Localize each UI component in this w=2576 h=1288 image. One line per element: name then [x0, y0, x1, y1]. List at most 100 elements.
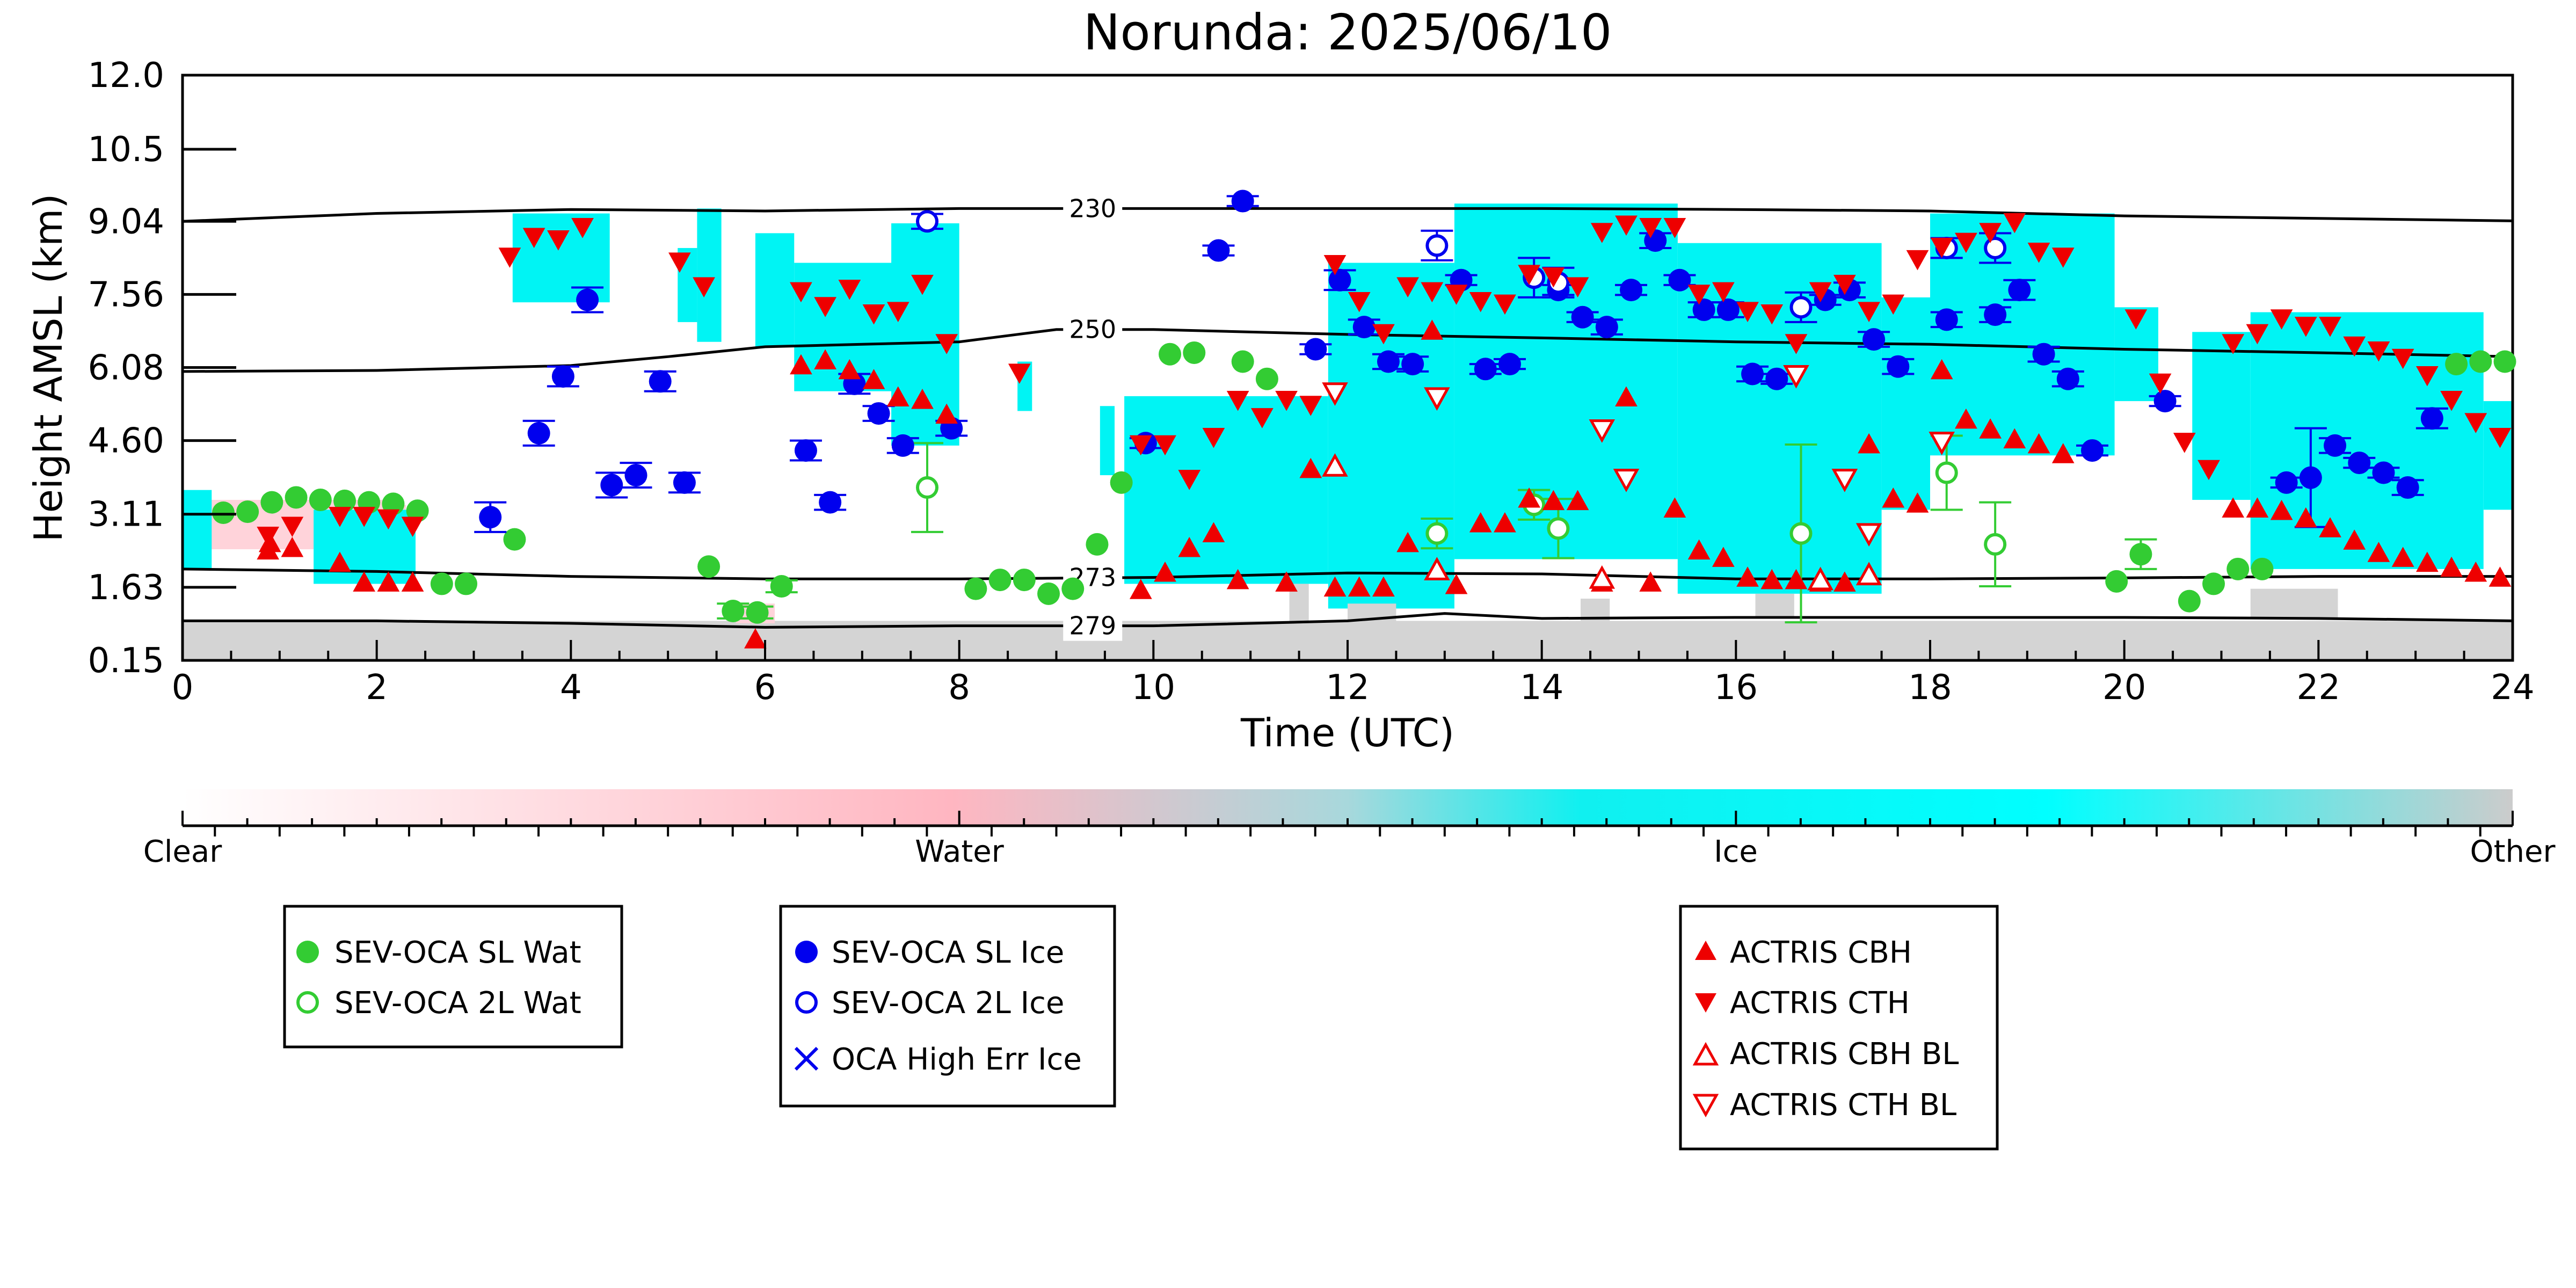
point-actris-cth-bl	[1589, 419, 1616, 443]
point-sev-oca-sl-wat	[1086, 533, 1109, 556]
point-sev-oca-sl-ice	[1304, 338, 1327, 361]
point-actris-cbh	[281, 537, 304, 557]
point-actris-cth	[2440, 390, 2463, 411]
point-actris-cth-bl	[1322, 382, 1348, 406]
point-sev-oca-2l-ice	[1425, 234, 1449, 257]
point-actris-cth	[401, 516, 424, 537]
point-actris-cbh	[1760, 569, 1784, 590]
point-actris-cbh	[2051, 443, 2075, 463]
ice-cloud-region	[2483, 401, 2513, 510]
colorbar-label-water: Water	[915, 834, 1005, 869]
x-tick-label: 18	[1908, 668, 1952, 708]
ice-cloud-region	[183, 490, 212, 569]
point-sev-oca-sl-ice	[1862, 328, 1886, 351]
point-actris-cth	[2343, 336, 2366, 357]
ice-cloud-region	[1328, 263, 1454, 609]
point-actris-cth	[1299, 396, 1322, 416]
y-tick-label: 3.11	[88, 495, 165, 535]
point-actris-cbh	[862, 369, 885, 389]
point-actris-cbh	[2003, 428, 2026, 449]
point-actris-cth	[911, 274, 934, 295]
x-tick-label: 20	[2102, 668, 2146, 708]
other-region	[1755, 593, 1794, 618]
point-actris-cth	[1494, 294, 1516, 315]
point-sev-oca-sl-ice	[1692, 298, 1715, 321]
point-sev-oca-sl-ice	[1716, 298, 1740, 321]
point-actris-cbh	[2343, 529, 2366, 550]
contour-label-bg	[1063, 193, 1123, 224]
ice-cloud-region	[1124, 396, 1328, 584]
point-sev-oca-2l-wat	[1935, 461, 1958, 484]
point-sev-oca-sl-ice	[2080, 439, 2104, 462]
point-actris-cbh	[790, 354, 812, 375]
point-sev-oca-sl-wat	[1255, 367, 1278, 390]
legend-ice: SEV-OCA SL Ice SEV-OCA 2L Ice OCA High E…	[779, 905, 1116, 1108]
point-sev-oca-sl-wat	[1183, 341, 1206, 364]
point-actris-cth	[2416, 366, 2439, 387]
ice-cloud-region	[1454, 203, 1678, 559]
point-actris-cbh	[1833, 571, 1856, 592]
point-sev-oca-sl-ice	[1401, 353, 1424, 376]
point-actris-cth	[668, 252, 691, 273]
point-actris-cbh-bl	[1322, 453, 1348, 477]
point-sev-oca-sl-ice	[794, 439, 817, 462]
point-actris-cbh	[1469, 512, 1492, 533]
y-tick-label: 6.08	[88, 348, 165, 388]
point-actris-cbh	[838, 359, 861, 380]
point-sev-oca-sl-ice	[1984, 303, 2007, 326]
point-actris-cth	[1639, 218, 1662, 238]
point-actris-cth	[1906, 250, 1929, 271]
point-actris-cth	[1930, 237, 1953, 258]
point-sev-oca-2l-wat	[915, 476, 938, 499]
point-sev-oca-sl-wat	[770, 575, 793, 598]
point-actris-cbh	[1372, 576, 1395, 597]
point-actris-cth	[498, 248, 521, 268]
point-actris-cth	[1396, 277, 1419, 297]
legend-marker-cth-bl	[1692, 1094, 1719, 1118]
point-sev-oca-sl-ice	[1668, 268, 1691, 292]
point-actris-cth	[2270, 309, 2293, 330]
point-actris-cth	[2367, 341, 2390, 362]
legend-marker-cbh-bl	[1692, 1042, 1719, 1066]
point-actris-cbh	[1396, 532, 1419, 552]
legend-marker-cth	[1695, 993, 1716, 1013]
point-actris-cth	[571, 218, 594, 238]
point-sev-oca-2l-wat	[1789, 522, 1813, 545]
point-sev-oca-sl-ice	[1935, 308, 1958, 331]
point-actris-cth	[2319, 317, 2341, 337]
point-sev-oca-sl-ice	[649, 370, 672, 393]
point-sev-oca-sl-ice	[1887, 355, 1910, 378]
x-tick-label: 24	[2491, 668, 2534, 708]
point-actris-cbh	[2416, 551, 2439, 572]
point-sev-oca-sl-wat	[406, 499, 429, 522]
legend-marker-sl-ice	[795, 941, 818, 963]
point-actris-cth	[1323, 255, 1347, 275]
point-actris-cbh	[2319, 517, 2341, 537]
point-actris-cbh-bl	[1855, 562, 1882, 586]
point-actris-cth	[353, 507, 376, 527]
point-sev-oca-sl-ice	[527, 421, 550, 445]
x-tick-label: 6	[754, 668, 776, 708]
point-sev-oca-sl-wat	[236, 500, 259, 523]
point-sev-oca-sl-wat	[2251, 557, 2274, 580]
point-sev-oca-sl-wat	[309, 489, 332, 512]
point-actris-cbh	[1566, 490, 1589, 511]
legend-label-sl-ice: SEV-OCA SL Ice	[832, 935, 1064, 970]
point-actris-cth	[886, 302, 909, 322]
point-sev-oca-sl-ice	[891, 434, 914, 457]
point-actris-cth-bl	[1424, 387, 1450, 411]
legend-marker-cbh	[1695, 941, 1716, 960]
point-actris-cbh	[1615, 386, 1638, 406]
point-actris-cth	[1469, 292, 1492, 312]
y-tick-label: 7.56	[88, 275, 165, 315]
colorbar-label-clear: Clear	[143, 834, 222, 869]
legend-box	[1679, 905, 1999, 1151]
legend-marker-2l-wat	[296, 991, 319, 1014]
point-actris-cth	[522, 228, 545, 248]
colorbar-label-other: Other	[2470, 834, 2556, 869]
point-sev-oca-sl-wat	[2178, 590, 2201, 613]
point-actris-cth	[2197, 460, 2220, 481]
point-actris-cth-bl	[1613, 469, 1640, 492]
colorbar-ticks	[181, 811, 2514, 836]
